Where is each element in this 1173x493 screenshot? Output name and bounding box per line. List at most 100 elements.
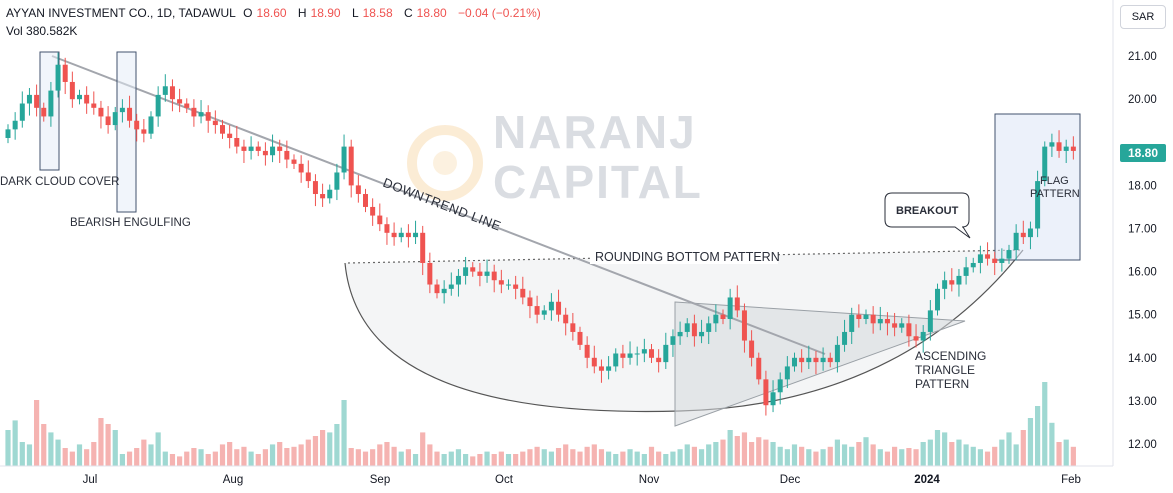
change-value: −0.04 (−0.21%) bbox=[458, 6, 541, 20]
candle-body bbox=[312, 181, 318, 195]
candle-body bbox=[477, 271, 483, 276]
candle-body bbox=[34, 94, 40, 108]
price-tick-label: 18.00 bbox=[1128, 180, 1157, 192]
price-axis[interactable]: 12.00 13.00 14.00 15.00 16.00 17.00 18.00 20.00… bbox=[1128, 51, 1157, 451]
candle bbox=[799, 349, 805, 373]
candle bbox=[119, 99, 125, 123]
volume-bar bbox=[970, 446, 976, 466]
volume-bar bbox=[248, 451, 254, 466]
candle bbox=[1006, 244, 1012, 264]
volume-header: Vol 380.582K bbox=[6, 24, 77, 38]
candle-body bbox=[327, 189, 333, 199]
candle-body bbox=[927, 310, 933, 332]
candle-body bbox=[77, 94, 82, 100]
candle bbox=[398, 227, 404, 243]
candle-body bbox=[634, 353, 640, 355]
candle bbox=[1020, 220, 1026, 245]
candle bbox=[112, 106, 118, 131]
candle-body bbox=[355, 185, 361, 195]
candle bbox=[734, 285, 740, 318]
chart-header: AYYAN INVESTMENT CO., 1D, TADAWUL O 18.60… bbox=[6, 6, 545, 20]
volume-bar bbox=[212, 451, 218, 466]
candle-body bbox=[19, 103, 25, 121]
candle bbox=[663, 332, 669, 370]
candle bbox=[892, 312, 898, 337]
volume-bar bbox=[470, 456, 476, 466]
candle bbox=[792, 352, 797, 372]
candle bbox=[999, 248, 1005, 272]
candle-body bbox=[713, 314, 719, 324]
candle bbox=[591, 345, 597, 374]
candle bbox=[355, 175, 361, 203]
volume-bar bbox=[370, 449, 376, 466]
candle bbox=[405, 224, 411, 248]
candle bbox=[441, 280, 447, 304]
time-axis[interactable]: Jul Aug Sep Oct Nov Dec 2024 Feb bbox=[83, 474, 1081, 486]
candle-body bbox=[148, 116, 154, 134]
candle bbox=[463, 256, 469, 285]
bearish-engulfing-box bbox=[116, 51, 137, 213]
candle bbox=[55, 52, 61, 98]
volume-bar bbox=[713, 442, 719, 466]
high-value: 18.90 bbox=[310, 6, 341, 20]
volume-bar bbox=[198, 449, 204, 466]
volume-bar bbox=[320, 430, 326, 466]
volume-bar bbox=[656, 451, 662, 466]
candle-body bbox=[455, 275, 461, 285]
volume-bar bbox=[598, 449, 605, 466]
candle bbox=[19, 91, 25, 128]
volume-bar bbox=[312, 436, 319, 466]
candle-body bbox=[127, 107, 133, 121]
price-tick-label: 14.00 bbox=[1128, 353, 1157, 365]
candle bbox=[992, 251, 998, 276]
volume-bar bbox=[1027, 418, 1034, 466]
candle-body bbox=[1063, 146, 1069, 151]
candle bbox=[155, 86, 161, 127]
volume-bar bbox=[999, 439, 1005, 466]
candle-body bbox=[413, 232, 419, 238]
candle bbox=[684, 318, 690, 338]
candle bbox=[541, 305, 547, 320]
volume-bar bbox=[498, 451, 504, 466]
candle bbox=[627, 341, 633, 365]
volume-bar bbox=[98, 418, 104, 466]
ascending-triangle-shape bbox=[674, 301, 966, 427]
volume-bar bbox=[412, 454, 419, 466]
asc-label-line2: TRIANGLE bbox=[915, 363, 975, 377]
volume-bar bbox=[520, 451, 526, 466]
volume-bar bbox=[155, 432, 161, 466]
candle bbox=[620, 344, 626, 369]
candle-body bbox=[827, 357, 833, 363]
candle-body bbox=[834, 344, 840, 363]
volume-bar bbox=[384, 442, 390, 466]
candle-body bbox=[985, 254, 991, 259]
candle bbox=[26, 87, 32, 116]
last-price-tag: 18.80 bbox=[1120, 144, 1166, 162]
candle bbox=[677, 321, 683, 345]
time-tick-label: Sep bbox=[370, 474, 390, 486]
candle-body bbox=[62, 64, 68, 82]
candle bbox=[470, 262, 476, 277]
volume-bar bbox=[777, 446, 783, 466]
candle-body bbox=[1020, 232, 1026, 238]
candle-body bbox=[398, 232, 404, 238]
candle-body bbox=[863, 314, 869, 320]
candle-body bbox=[792, 357, 797, 367]
volume-bar bbox=[1035, 406, 1041, 466]
candle-body bbox=[448, 284, 454, 289]
volume-bar bbox=[191, 448, 197, 466]
volume-bar bbox=[577, 451, 583, 466]
symbol-title[interactable]: AYYAN INVESTMENT CO., 1D, TADAWUL bbox=[6, 6, 236, 20]
volume-bar bbox=[348, 448, 354, 466]
volume-bar bbox=[741, 432, 748, 466]
candle bbox=[842, 319, 848, 352]
candle-body bbox=[670, 336, 676, 345]
candle bbox=[784, 356, 790, 388]
volume-bar bbox=[48, 432, 54, 466]
candle-body bbox=[627, 353, 633, 358]
candle bbox=[305, 160, 311, 188]
candle bbox=[506, 279, 511, 290]
currency-button[interactable]: SAR bbox=[1120, 5, 1166, 29]
candle bbox=[191, 99, 197, 127]
